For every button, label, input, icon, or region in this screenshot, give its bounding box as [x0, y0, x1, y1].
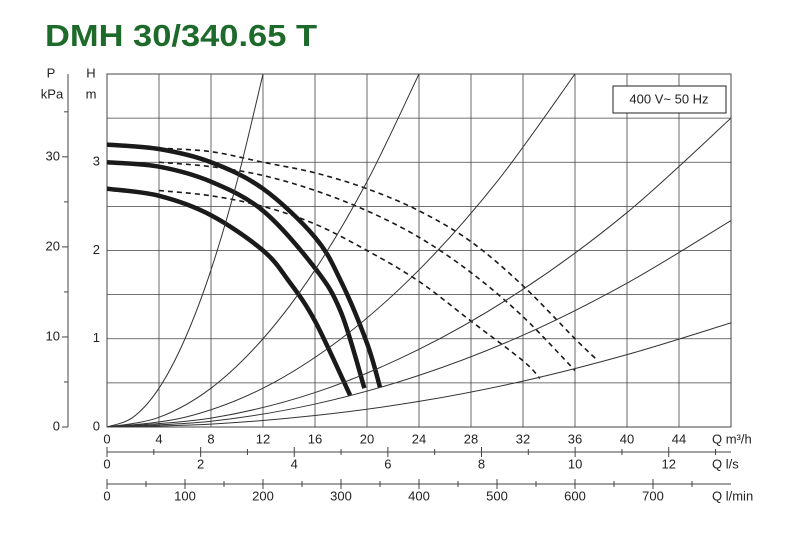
- x-tick-label: 32: [516, 431, 530, 446]
- x-tick-label: 6: [384, 456, 391, 471]
- y-axis-label: H: [86, 65, 95, 80]
- x-tick-label: 28: [464, 431, 478, 446]
- x-tick-label: 100: [174, 488, 196, 503]
- x-tick-label: 16: [308, 431, 322, 446]
- curve-thin: [107, 322, 731, 427]
- y2-axis-unit: kPa: [41, 86, 64, 101]
- x-tick-label: 0: [103, 456, 110, 471]
- y-tick-label: 2: [93, 242, 100, 257]
- x-tick-label: 300: [330, 488, 352, 503]
- x-axis-label: Q l/min: [712, 488, 753, 503]
- curve-thick: [107, 142, 383, 388]
- x-axis-label: Q l/s: [712, 456, 739, 471]
- x-tick-label: 0: [103, 488, 110, 503]
- x-tick-label: 700: [642, 488, 664, 503]
- y2-tick-label: 10: [46, 328, 60, 343]
- x-tick-label: 0: [103, 431, 110, 446]
- curve-thin: [107, 220, 731, 427]
- x-tick-label: 200: [252, 488, 274, 503]
- x-tick-label: 10: [568, 456, 582, 471]
- chart-title: DMH 30/340.65 T: [45, 18, 317, 53]
- x-tick-label: 2: [197, 456, 204, 471]
- x-axis-label: Q m³/h: [712, 431, 752, 446]
- x-tick-label: 8: [478, 456, 485, 471]
- y-tick-label: 3: [93, 154, 100, 169]
- x-tick-label: 12: [662, 456, 676, 471]
- x-tick-label: 20: [360, 431, 374, 446]
- curve-thin: [107, 74, 576, 427]
- curve-thin: [107, 74, 264, 427]
- x-tick-label: 600: [564, 488, 586, 503]
- y-axis-unit: m: [86, 86, 97, 101]
- y2-tick-label: 20: [46, 238, 60, 253]
- x-tick-label: 4: [155, 431, 162, 446]
- x-tick-label: 8: [207, 431, 214, 446]
- x-tick-label: 36: [568, 431, 582, 446]
- x-tick-label: 12: [256, 431, 270, 446]
- y-tick-label: 1: [93, 330, 100, 345]
- annotation: 400 V~ 50 Hz: [629, 91, 708, 106]
- curve-dashed: [158, 161, 576, 372]
- y2-axis-label: P: [47, 65, 56, 80]
- curve-thick: [107, 160, 367, 389]
- curve-thin: [107, 74, 420, 427]
- y-tick-label: 0: [93, 418, 100, 433]
- annotation-box: [612, 85, 727, 114]
- x-tick-label: 24: [412, 431, 426, 446]
- x-tick-label: 40: [620, 431, 634, 446]
- x-tick-label: 44: [672, 431, 686, 446]
- x-tick-label: 4: [291, 456, 298, 471]
- x-tick-label: 500: [486, 488, 508, 503]
- y2-tick-label: 30: [46, 148, 60, 163]
- curve-dashed: [158, 189, 541, 380]
- curve-dashed: [158, 147, 598, 361]
- curve-thick: [107, 186, 353, 397]
- curve-thin: [107, 117, 731, 427]
- x-tick-label: 400: [408, 488, 430, 503]
- y2-tick-label: 0: [53, 418, 60, 433]
